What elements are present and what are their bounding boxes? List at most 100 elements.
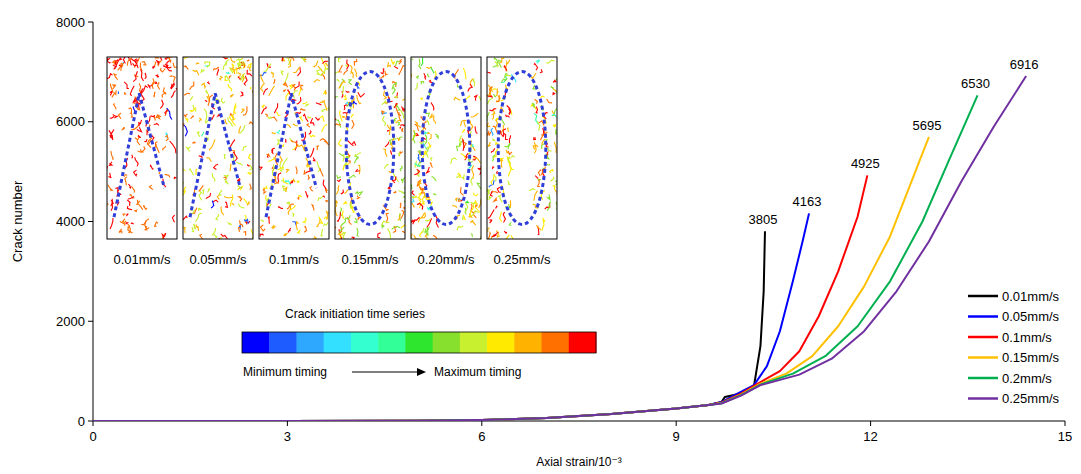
crack-trace [290, 205, 295, 210]
crack-trace [506, 115, 510, 118]
crack-trace [353, 101, 357, 104]
crack-trace [339, 65, 343, 72]
crack-trace [163, 146, 166, 150]
crack-trace [158, 82, 160, 89]
crack-trace [111, 135, 113, 140]
crack-trace [285, 139, 286, 142]
colorbar-swatch [378, 332, 406, 353]
crack-trace [322, 124, 328, 132]
crack-trace [505, 235, 509, 239]
colorbar-swatch [433, 332, 461, 353]
crack-trace [304, 227, 306, 233]
crack-trace [463, 215, 465, 220]
crack-trace [209, 139, 215, 150]
crack-trace [337, 179, 341, 181]
crack-trace [322, 61, 328, 63]
crack-trace [261, 83, 265, 91]
crack-trace [344, 201, 347, 203]
crack-trace [151, 115, 155, 117]
crack-trace [261, 225, 266, 231]
crack-trace [477, 183, 481, 190]
colorbar-swatch [324, 332, 352, 353]
crack-trace [165, 111, 167, 115]
crack-trace [396, 120, 401, 123]
crack-trace [196, 224, 199, 230]
crack-trace [470, 220, 476, 225]
crack-trace [397, 138, 401, 140]
crack-trace [283, 186, 287, 191]
crack-trace [201, 69, 204, 72]
crack-trace [415, 124, 418, 131]
crack-trace [217, 69, 219, 76]
inset-panel: 0.15mm/s [332, 57, 408, 267]
crack-trace [288, 59, 291, 68]
crack-trace [414, 235, 418, 239]
crack-trace [509, 223, 511, 226]
crack-trace [108, 173, 111, 178]
crack-trace [390, 151, 392, 154]
crack-trace [474, 96, 477, 101]
crack-trace [281, 71, 284, 76]
crack-trace [127, 58, 132, 66]
crack-trace [128, 184, 131, 188]
legend-label: 0.05mm/s [1002, 309, 1060, 324]
y-tick-label: 0 [78, 414, 85, 429]
crack-trace [124, 92, 126, 94]
crack-trace [133, 63, 139, 68]
crack-trace [494, 198, 497, 202]
crack-trace [538, 179, 540, 186]
crack-trace [225, 119, 227, 125]
crack-trace [184, 114, 187, 117]
crack-trace [421, 188, 425, 193]
crack-trace [342, 117, 345, 118]
crack-trace [357, 196, 360, 199]
crack-trace [394, 96, 398, 98]
crack-trace [225, 76, 231, 83]
crack-trace [421, 58, 423, 66]
crack-trace [267, 153, 270, 156]
crack-trace [355, 153, 361, 156]
crack-trace [244, 76, 247, 86]
crack-trace [320, 139, 328, 145]
crack-trace [274, 79, 276, 84]
crack-trace [419, 59, 421, 69]
colorbar-arrowhead [417, 368, 426, 376]
crack-trace [473, 158, 481, 164]
crack-trace [502, 129, 506, 136]
crack-trace [277, 140, 280, 145]
x-tick [93, 421, 94, 426]
crack-trace [489, 197, 491, 200]
crack-trace [534, 191, 538, 201]
crack-trace [150, 165, 153, 169]
crack-trace [478, 166, 481, 169]
crack-trace [399, 59, 402, 64]
crack-trace [339, 227, 344, 232]
crack-trace [306, 191, 309, 197]
crack-trace [435, 134, 438, 138]
crack-trace [412, 203, 414, 208]
crack-trace [399, 66, 405, 75]
crack-trace [268, 117, 272, 119]
crack-trace [299, 145, 305, 151]
crack-trace [238, 186, 241, 188]
panel-ground [487, 57, 557, 239]
crack-trace [274, 182, 279, 184]
crack-trace [217, 195, 220, 200]
crack-trace [321, 58, 326, 69]
crack-trace [461, 187, 464, 195]
crack-trace [327, 212, 329, 220]
crack-trace [157, 115, 160, 119]
crack-trace [547, 99, 552, 103]
crack-trace [392, 226, 400, 229]
crack-trace [280, 162, 282, 171]
crack-trace [324, 141, 329, 145]
crack-trace [487, 72, 491, 76]
crack-trace [471, 178, 473, 186]
crack-trace [248, 64, 251, 69]
crack-trace [157, 61, 160, 65]
crack-trace [462, 129, 465, 133]
crack-trace [399, 137, 402, 139]
x-tick-label: 6 [478, 429, 485, 444]
crack-trace [241, 109, 245, 113]
crack-trace [509, 163, 514, 170]
